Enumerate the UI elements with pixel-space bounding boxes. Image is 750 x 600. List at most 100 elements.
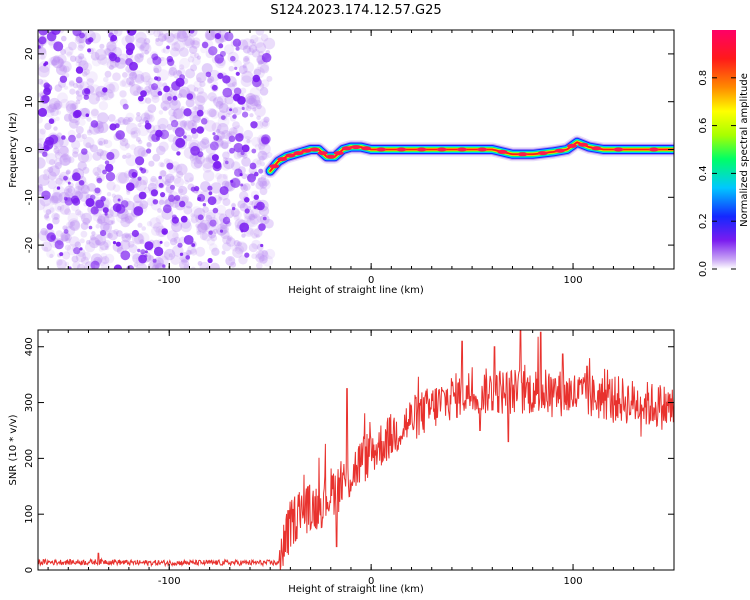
noise-dot bbox=[232, 114, 237, 119]
noise-blob bbox=[255, 42, 267, 53]
noise-blob bbox=[206, 237, 215, 246]
noise-blob bbox=[124, 143, 131, 149]
noise-blob bbox=[195, 223, 201, 229]
noise-blob bbox=[237, 241, 242, 247]
noise-blob bbox=[142, 179, 149, 185]
noise-blob bbox=[232, 121, 240, 129]
noise-dot bbox=[151, 83, 158, 91]
noise-blob bbox=[100, 252, 108, 260]
noise-blob bbox=[128, 71, 138, 81]
noise-blob bbox=[75, 88, 84, 97]
noise-blob bbox=[65, 170, 70, 175]
noise-blob bbox=[254, 99, 262, 107]
noise-blob bbox=[91, 231, 96, 236]
noise-blob bbox=[61, 231, 71, 241]
noise-blob bbox=[106, 181, 116, 191]
noise-blob bbox=[153, 67, 160, 74]
noise-blob bbox=[43, 214, 50, 220]
noise-dot bbox=[73, 109, 82, 118]
noise-dot bbox=[85, 198, 95, 207]
noise-blob bbox=[249, 113, 254, 118]
noise-blob bbox=[56, 132, 63, 139]
noise-blob bbox=[143, 186, 151, 194]
noise-blob bbox=[223, 157, 235, 170]
noise-blob bbox=[139, 118, 145, 125]
noise-blob bbox=[70, 221, 75, 227]
noise-blob bbox=[152, 153, 161, 162]
noise-blob bbox=[180, 220, 192, 233]
noise-blob bbox=[137, 139, 143, 145]
noise-blob bbox=[261, 180, 271, 190]
noise-blob bbox=[86, 71, 98, 83]
noise-dot bbox=[211, 154, 219, 162]
noise-blob bbox=[221, 162, 231, 171]
noise-blob bbox=[90, 144, 98, 153]
noise-blob bbox=[56, 110, 62, 115]
noise-blob bbox=[210, 182, 222, 194]
noise-blob bbox=[90, 234, 96, 241]
snr-ytick-label: 0 bbox=[24, 567, 35, 573]
noise-dot bbox=[208, 230, 213, 235]
noise-blob bbox=[77, 183, 89, 195]
noise-blob bbox=[77, 84, 83, 90]
noise-blob bbox=[105, 83, 116, 94]
noise-blob bbox=[196, 77, 202, 83]
ridge-peak bbox=[361, 146, 372, 151]
noise-blob bbox=[216, 95, 227, 106]
noise-blob bbox=[86, 78, 94, 86]
noise-blob bbox=[189, 39, 196, 46]
noise-blob bbox=[202, 170, 215, 182]
noise-blob bbox=[166, 230, 179, 242]
noise-blob bbox=[90, 108, 99, 117]
noise-blob bbox=[226, 112, 231, 118]
noise-blob bbox=[215, 204, 227, 216]
noise-blob bbox=[250, 181, 255, 186]
noise-blob bbox=[266, 152, 273, 158]
noise-blob bbox=[259, 64, 270, 74]
noise-blob bbox=[209, 95, 217, 103]
noise-dot bbox=[152, 56, 162, 66]
noise-dot bbox=[40, 94, 50, 104]
noise-blob bbox=[249, 87, 261, 98]
noise-dot bbox=[197, 197, 202, 201]
noise-blob bbox=[244, 55, 251, 61]
noise-blob bbox=[131, 251, 139, 260]
noise-blob bbox=[212, 98, 218, 104]
snr-xtick-label: 100 bbox=[564, 576, 583, 587]
noise-blob bbox=[257, 60, 269, 73]
noise-dot bbox=[131, 171, 138, 178]
noise-blob bbox=[189, 52, 196, 59]
noise-blob bbox=[146, 141, 152, 147]
noise-blob bbox=[234, 245, 245, 255]
noise-dot bbox=[205, 71, 212, 78]
noise-blob bbox=[53, 100, 63, 110]
noise-dot bbox=[90, 206, 99, 215]
noise-dot bbox=[135, 156, 145, 166]
noise-blob bbox=[77, 161, 87, 171]
noise-dot bbox=[183, 135, 187, 139]
noise-dot bbox=[234, 66, 238, 70]
noise-blob bbox=[161, 251, 170, 261]
noise-dot bbox=[46, 232, 56, 242]
noise-blob bbox=[237, 200, 246, 209]
noise-blob bbox=[65, 169, 71, 175]
noise-blob bbox=[261, 250, 268, 257]
noise-blob bbox=[80, 256, 89, 265]
noise-dot bbox=[207, 196, 217, 206]
noise-blob bbox=[176, 30, 188, 43]
noise-blob bbox=[122, 72, 128, 78]
noise-blob bbox=[54, 202, 65, 213]
noise-dot bbox=[146, 148, 152, 154]
noise-blob bbox=[51, 56, 64, 69]
ridge-peak bbox=[309, 147, 320, 152]
noise-blob bbox=[95, 239, 101, 246]
noise-blob bbox=[240, 87, 247, 94]
noise-dot bbox=[59, 252, 64, 257]
noise-blob bbox=[222, 173, 228, 180]
noise-blob bbox=[208, 69, 221, 82]
colorbar-tick-label: 0.4 bbox=[698, 165, 709, 181]
noise-blob bbox=[205, 32, 212, 40]
noise-blob bbox=[97, 112, 109, 124]
noise-blob bbox=[204, 30, 216, 41]
